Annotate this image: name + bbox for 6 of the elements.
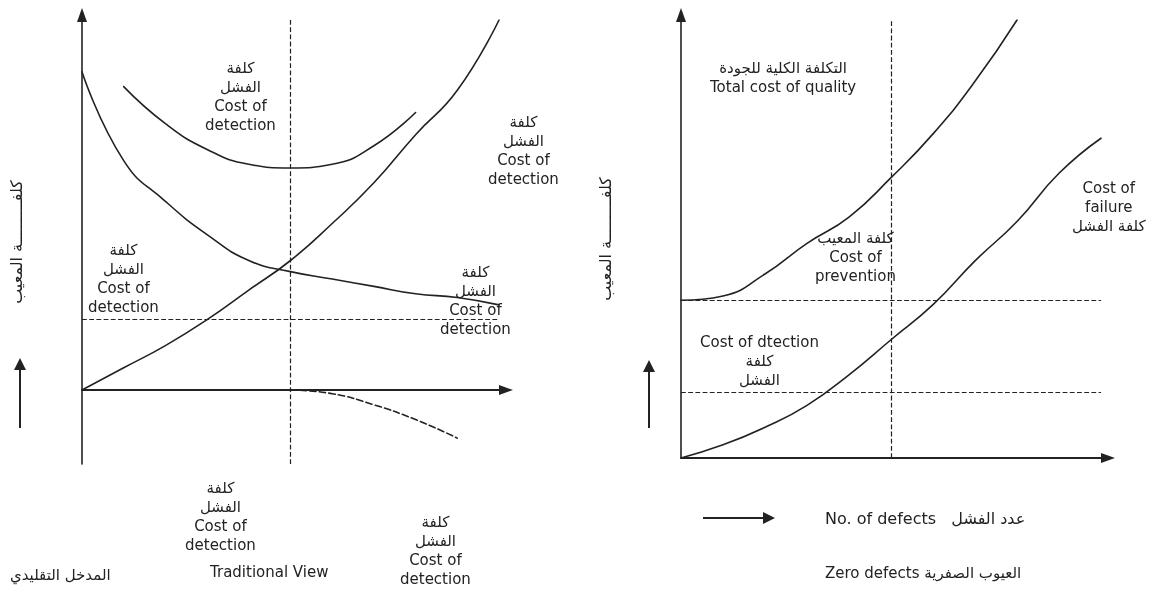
text: المدخل التقليدي (9, 565, 111, 585)
y-axis-title: كلفـــــــــة المعيب (6, 179, 26, 304)
text: Traditional View (209, 562, 329, 581)
text: Zero defects العيوب الصفرية (824, 563, 1022, 582)
y-axis-title: كلفـــــــــة المعيب (595, 176, 615, 301)
x-axis-title: No. of defects عدد الفشل (825, 508, 1026, 528)
